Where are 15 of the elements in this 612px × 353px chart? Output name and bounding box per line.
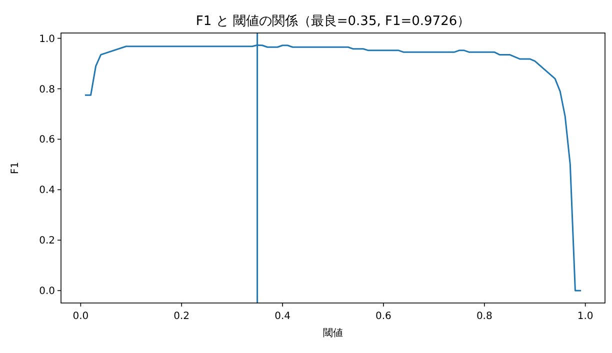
ytick: 0.6 xyxy=(39,134,55,146)
xtick: 0.0 xyxy=(72,311,89,322)
ytick: 0.4 xyxy=(39,185,55,196)
ytick: 0.8 xyxy=(39,84,55,96)
xtick: 0.4 xyxy=(274,311,290,322)
xtick: 0.8 xyxy=(476,311,492,322)
xtick: 1.0 xyxy=(577,311,594,322)
ytick: 0.0 xyxy=(39,286,55,298)
ylabel: F1 xyxy=(10,162,21,174)
title: F1 と 閾値の関係（最良=0.35, F1=0.9726） xyxy=(196,14,470,29)
ytick: 0.2 xyxy=(39,236,55,247)
ytick: 1.0 xyxy=(39,34,55,45)
xtick: 0.2 xyxy=(174,311,190,322)
xtick: 0.6 xyxy=(376,311,392,322)
xlabel: 閾値 xyxy=(323,328,343,339)
